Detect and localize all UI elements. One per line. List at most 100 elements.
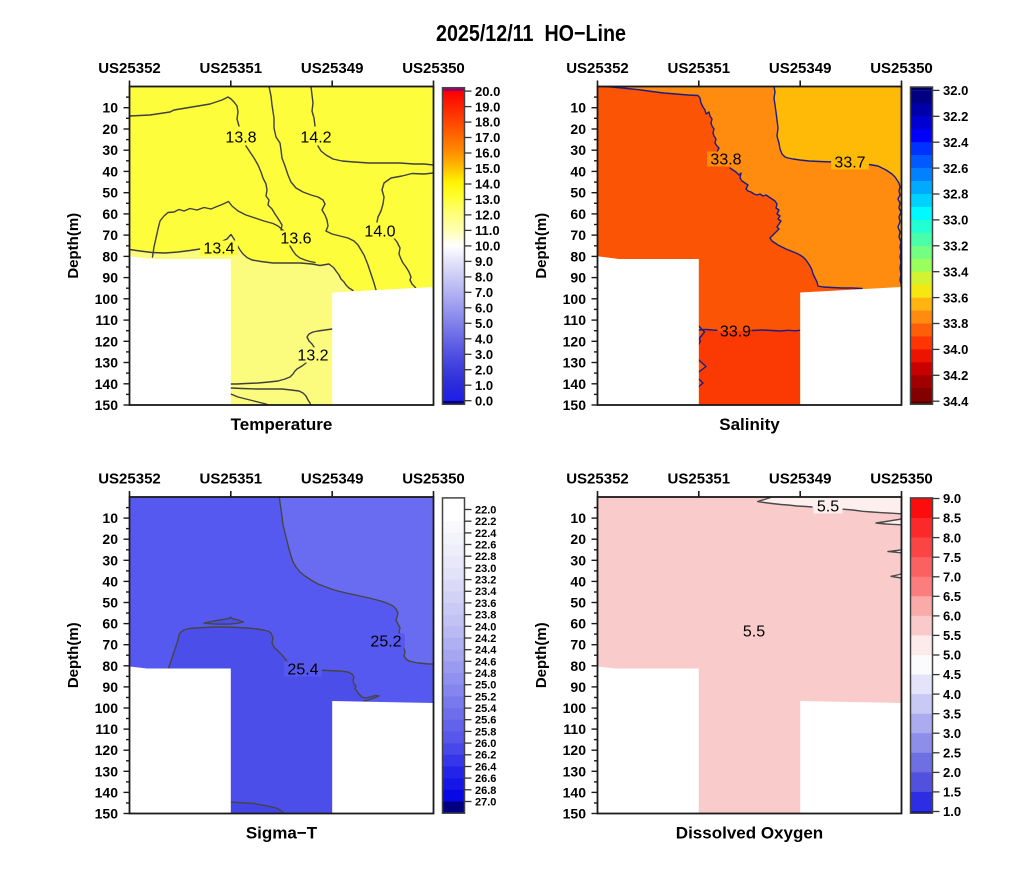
svg-text:13.0: 13.0 [475, 192, 500, 207]
svg-text:130: 130 [563, 763, 587, 779]
svg-text:100: 100 [563, 700, 587, 716]
svg-text:33.8: 33.8 [710, 152, 741, 169]
svg-text:120: 120 [563, 333, 587, 349]
svg-text:130: 130 [563, 355, 587, 371]
svg-text:110: 110 [563, 721, 586, 737]
svg-text:90: 90 [102, 270, 118, 286]
svg-text:33.6: 33.6 [943, 290, 968, 305]
svg-text:US25350: US25350 [870, 471, 933, 488]
svg-text:16.0: 16.0 [475, 146, 500, 161]
svg-text:23.6: 23.6 [475, 598, 496, 610]
svg-text:US25351: US25351 [668, 471, 731, 488]
svg-text:130: 130 [95, 355, 119, 371]
svg-text:10: 10 [102, 100, 118, 116]
svg-text:13.8: 13.8 [225, 130, 256, 147]
svg-text:US25352: US25352 [566, 60, 629, 77]
svg-text:110: 110 [563, 312, 586, 328]
svg-text:140: 140 [563, 376, 587, 392]
svg-text:150: 150 [563, 397, 587, 413]
svg-text:100: 100 [563, 291, 587, 307]
svg-text:25.4: 25.4 [475, 703, 497, 715]
svg-text:2.0: 2.0 [475, 362, 493, 377]
svg-text:Depth(m): Depth(m) [533, 213, 550, 279]
svg-text:34.0: 34.0 [943, 342, 968, 357]
svg-text:4.0: 4.0 [943, 687, 961, 702]
svg-text:150: 150 [563, 806, 587, 822]
svg-text:33.9: 33.9 [720, 324, 751, 341]
svg-text:40: 40 [102, 163, 118, 179]
svg-text:9.0: 9.0 [943, 491, 961, 506]
svg-text:33.7: 33.7 [834, 155, 865, 172]
svg-text:10: 10 [102, 510, 118, 526]
svg-text:32.2: 32.2 [943, 109, 968, 124]
svg-text:80: 80 [570, 658, 586, 674]
svg-text:10: 10 [570, 100, 586, 116]
svg-text:13.4: 13.4 [203, 241, 234, 258]
svg-text:1.5: 1.5 [943, 785, 961, 800]
svg-text:Temperature: Temperature [231, 415, 333, 434]
svg-text:10: 10 [570, 510, 586, 526]
svg-text:33.0: 33.0 [943, 213, 968, 228]
svg-text:5.5: 5.5 [943, 628, 961, 643]
svg-text:2.0: 2.0 [943, 765, 961, 780]
svg-text:26.6: 26.6 [475, 773, 496, 785]
svg-text:7.5: 7.5 [943, 550, 961, 565]
svg-text:32.0: 32.0 [943, 83, 968, 98]
svg-text:4.5: 4.5 [943, 667, 961, 682]
svg-text:Dissolved Oxygen: Dissolved Oxygen [676, 824, 823, 843]
svg-text:60: 60 [570, 616, 586, 632]
svg-text:32.4: 32.4 [943, 135, 969, 150]
svg-text:0.0: 0.0 [475, 393, 493, 408]
svg-text:26.2: 26.2 [475, 750, 496, 762]
svg-text:23.4: 23.4 [475, 586, 497, 598]
svg-text:Depth(m): Depth(m) [533, 622, 550, 688]
svg-text:32.8: 32.8 [943, 187, 968, 202]
svg-text:140: 140 [563, 784, 587, 800]
svg-text:27.0: 27.0 [475, 796, 496, 808]
svg-text:24.6: 24.6 [475, 656, 496, 668]
svg-text:40: 40 [570, 163, 586, 179]
svg-text:25.8: 25.8 [475, 726, 496, 738]
svg-text:US25352: US25352 [566, 471, 629, 488]
svg-text:8.5: 8.5 [943, 511, 961, 526]
svg-text:150: 150 [95, 397, 119, 413]
svg-text:50: 50 [102, 185, 118, 201]
svg-text:1.0: 1.0 [943, 804, 961, 819]
svg-text:Depth(m): Depth(m) [65, 213, 82, 279]
svg-text:14.0: 14.0 [364, 224, 395, 241]
svg-text:18.0: 18.0 [475, 115, 500, 130]
svg-text:US25349: US25349 [301, 471, 364, 488]
svg-text:US25352: US25352 [98, 471, 161, 488]
svg-text:30: 30 [102, 552, 118, 568]
svg-text:14.0: 14.0 [475, 177, 500, 192]
svg-text:US25351: US25351 [668, 60, 731, 77]
svg-text:3.0: 3.0 [475, 347, 493, 362]
svg-text:25.6: 25.6 [475, 715, 496, 727]
svg-text:5.5: 5.5 [817, 499, 839, 516]
svg-text:20: 20 [570, 121, 586, 137]
svg-text:11.0: 11.0 [475, 223, 500, 238]
svg-text:26.0: 26.0 [475, 738, 496, 750]
svg-text:24.8: 24.8 [475, 668, 496, 680]
svg-text:100: 100 [95, 291, 119, 307]
svg-text:100: 100 [95, 700, 119, 716]
svg-text:130: 130 [95, 763, 119, 779]
svg-text:33.2: 33.2 [943, 238, 968, 253]
svg-text:34.2: 34.2 [943, 368, 968, 383]
svg-text:22.2: 22.2 [475, 516, 496, 528]
svg-text:24.2: 24.2 [475, 633, 496, 645]
svg-text:40: 40 [570, 573, 586, 589]
svg-text:34.4: 34.4 [943, 394, 969, 409]
svg-text:50: 50 [570, 185, 586, 201]
svg-text:US25349: US25349 [769, 60, 832, 77]
svg-text:30: 30 [570, 552, 586, 568]
svg-text:70: 70 [102, 227, 118, 243]
svg-text:80: 80 [102, 658, 118, 674]
svg-text:3.0: 3.0 [943, 726, 961, 741]
svg-text:8.0: 8.0 [943, 530, 961, 545]
svg-text:70: 70 [570, 227, 586, 243]
svg-text:90: 90 [102, 679, 118, 695]
svg-text:4.0: 4.0 [475, 331, 493, 346]
svg-text:120: 120 [563, 742, 587, 758]
svg-text:50: 50 [102, 595, 118, 611]
